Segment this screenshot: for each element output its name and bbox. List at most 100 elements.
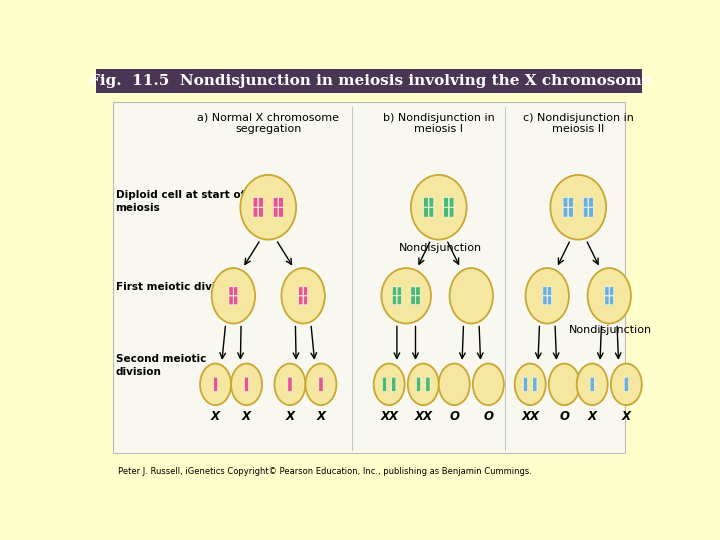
Text: O: O	[483, 410, 493, 423]
Text: Nondisjunction: Nondisjunction	[399, 242, 482, 253]
Text: X: X	[242, 410, 251, 423]
Ellipse shape	[515, 363, 546, 405]
FancyBboxPatch shape	[543, 296, 547, 305]
Text: Second meiotic
division: Second meiotic division	[116, 354, 206, 377]
FancyBboxPatch shape	[426, 377, 430, 392]
FancyBboxPatch shape	[610, 287, 613, 295]
FancyBboxPatch shape	[429, 198, 433, 207]
FancyBboxPatch shape	[547, 287, 552, 295]
Ellipse shape	[305, 363, 336, 405]
FancyBboxPatch shape	[569, 198, 573, 207]
Text: X: X	[622, 410, 631, 423]
Text: Diploid cell at start of
meiosis: Diploid cell at start of meiosis	[116, 190, 245, 213]
FancyBboxPatch shape	[303, 296, 307, 305]
FancyBboxPatch shape	[233, 296, 238, 305]
FancyBboxPatch shape	[382, 377, 387, 392]
FancyBboxPatch shape	[288, 377, 292, 392]
Text: X: X	[317, 410, 325, 423]
Ellipse shape	[411, 175, 467, 240]
FancyBboxPatch shape	[449, 198, 454, 207]
Ellipse shape	[588, 268, 631, 323]
Text: XX: XX	[521, 410, 539, 423]
FancyBboxPatch shape	[258, 198, 264, 207]
Ellipse shape	[408, 363, 438, 405]
Bar	[113, 102, 625, 453]
Ellipse shape	[449, 268, 493, 323]
FancyBboxPatch shape	[563, 198, 568, 207]
Ellipse shape	[611, 363, 642, 405]
Text: XX: XX	[414, 410, 432, 423]
FancyBboxPatch shape	[605, 287, 609, 295]
FancyBboxPatch shape	[279, 207, 284, 217]
Ellipse shape	[374, 363, 405, 405]
Text: Peter J. Russell, iGenetics Copyright© Pearson Education, Inc., publishing as Be: Peter J. Russell, iGenetics Copyright© P…	[118, 467, 532, 476]
Ellipse shape	[231, 363, 262, 405]
Ellipse shape	[282, 268, 325, 323]
Ellipse shape	[212, 268, 255, 323]
FancyBboxPatch shape	[533, 377, 537, 392]
FancyBboxPatch shape	[547, 296, 552, 305]
FancyBboxPatch shape	[213, 377, 217, 392]
FancyBboxPatch shape	[397, 287, 402, 296]
Text: X: X	[285, 410, 294, 423]
Text: b) Nondisjunction in
meiosis I: b) Nondisjunction in meiosis I	[383, 112, 495, 134]
FancyBboxPatch shape	[624, 377, 629, 392]
FancyBboxPatch shape	[523, 377, 528, 392]
FancyBboxPatch shape	[543, 287, 547, 295]
Text: c) Nondisjunction in
meiosis II: c) Nondisjunction in meiosis II	[523, 112, 634, 134]
Text: Nondisjunction: Nondisjunction	[570, 325, 652, 335]
FancyBboxPatch shape	[589, 207, 593, 217]
FancyBboxPatch shape	[253, 207, 258, 217]
Ellipse shape	[240, 175, 296, 240]
FancyBboxPatch shape	[279, 198, 284, 207]
FancyBboxPatch shape	[444, 198, 449, 207]
Ellipse shape	[438, 363, 469, 405]
FancyBboxPatch shape	[583, 198, 588, 207]
FancyBboxPatch shape	[590, 377, 594, 392]
FancyBboxPatch shape	[423, 207, 428, 217]
Text: Fig.  11.5  Nondisjunction in meiosis involving the X chromosome: Fig. 11.5 Nondisjunction in meiosis invo…	[89, 74, 652, 88]
FancyBboxPatch shape	[569, 207, 573, 217]
FancyBboxPatch shape	[253, 198, 258, 207]
FancyBboxPatch shape	[392, 296, 397, 305]
FancyBboxPatch shape	[245, 377, 248, 392]
Ellipse shape	[473, 363, 504, 405]
FancyBboxPatch shape	[303, 287, 307, 295]
Ellipse shape	[526, 268, 569, 323]
FancyBboxPatch shape	[610, 296, 613, 305]
Text: X: X	[211, 410, 220, 423]
Ellipse shape	[577, 363, 608, 405]
FancyBboxPatch shape	[299, 287, 303, 295]
FancyBboxPatch shape	[397, 296, 402, 305]
FancyBboxPatch shape	[392, 377, 396, 392]
Text: XX: XX	[380, 410, 398, 423]
Ellipse shape	[382, 268, 431, 323]
FancyBboxPatch shape	[423, 198, 428, 207]
FancyBboxPatch shape	[583, 207, 588, 217]
FancyBboxPatch shape	[605, 296, 609, 305]
FancyBboxPatch shape	[416, 377, 420, 392]
Ellipse shape	[550, 175, 606, 240]
Text: O: O	[449, 410, 459, 423]
FancyBboxPatch shape	[274, 198, 278, 207]
FancyBboxPatch shape	[233, 287, 238, 295]
FancyBboxPatch shape	[299, 296, 303, 305]
FancyBboxPatch shape	[319, 377, 323, 392]
FancyBboxPatch shape	[411, 287, 415, 296]
FancyBboxPatch shape	[258, 207, 264, 217]
FancyBboxPatch shape	[563, 207, 568, 217]
Ellipse shape	[200, 363, 231, 405]
Text: a) Normal X chromosome
segregation: a) Normal X chromosome segregation	[197, 112, 339, 134]
FancyBboxPatch shape	[229, 296, 233, 305]
Bar	[96, 69, 642, 93]
FancyBboxPatch shape	[229, 287, 233, 295]
FancyBboxPatch shape	[429, 207, 433, 217]
FancyBboxPatch shape	[392, 287, 397, 296]
Ellipse shape	[274, 363, 305, 405]
Text: O: O	[559, 410, 570, 423]
Text: First meiotic division: First meiotic division	[116, 281, 240, 292]
FancyBboxPatch shape	[274, 207, 278, 217]
FancyBboxPatch shape	[415, 287, 420, 296]
Ellipse shape	[549, 363, 580, 405]
Text: X: X	[588, 410, 597, 423]
